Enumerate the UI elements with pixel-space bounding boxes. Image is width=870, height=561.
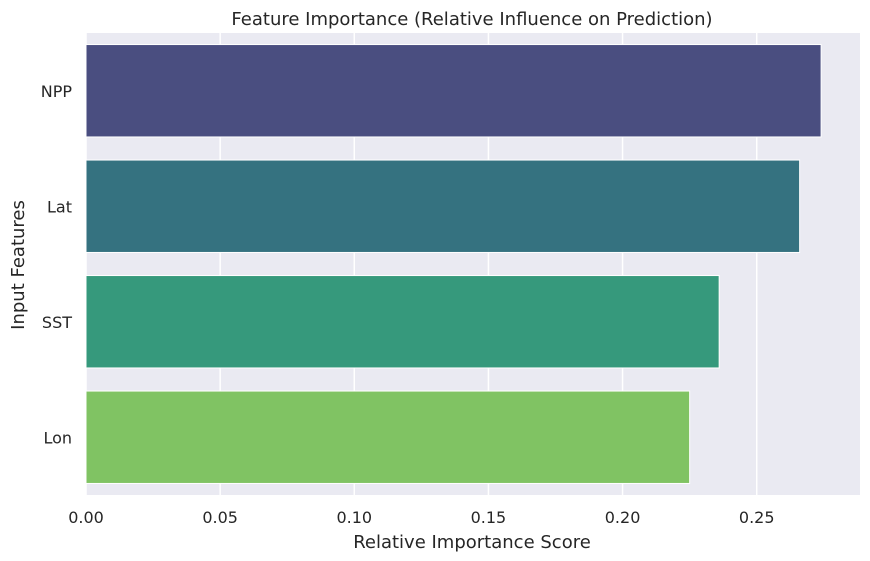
bar-sst	[85, 275, 720, 369]
x-axis-label: Relative Importance Score	[353, 532, 591, 553]
y-axis-label: Input Features	[8, 200, 29, 330]
y-tick-label: Lat	[47, 197, 72, 216]
bar-lon	[85, 390, 691, 484]
chart-title: Feature Importance (Relative Influence o…	[231, 9, 712, 30]
x-tick-label: 0.00	[68, 508, 104, 527]
bar-lat	[85, 159, 801, 253]
x-tick-labels: 0.00 0.05 0.10 0.15 0.20 0.25	[68, 508, 774, 527]
y-tick-labels: NPP Lat SST Lon	[41, 82, 73, 448]
bar-npp	[85, 44, 822, 138]
x-tick-label: 0.15	[471, 508, 507, 527]
x-tick-label: 0.20	[605, 508, 641, 527]
y-tick-label: NPP	[41, 82, 73, 101]
x-tick-label: 0.10	[336, 508, 372, 527]
bars	[85, 44, 822, 484]
y-tick-label: SST	[42, 313, 72, 332]
x-tick-label: 0.05	[202, 508, 238, 527]
x-tick-label: 0.25	[739, 508, 775, 527]
y-tick-label: Lon	[43, 428, 72, 447]
